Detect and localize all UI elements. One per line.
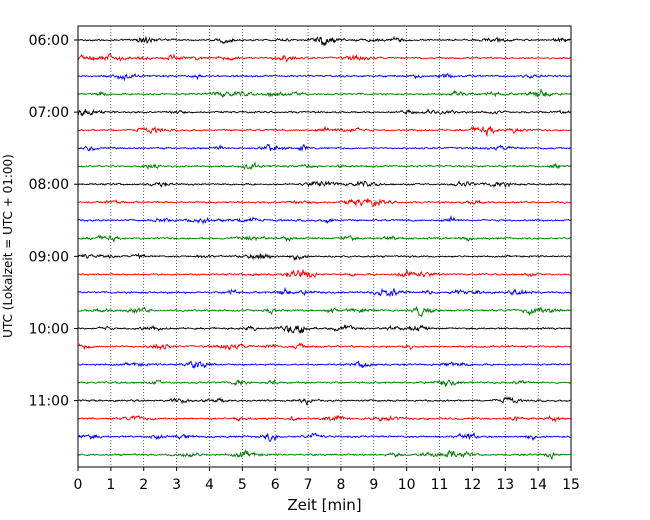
x-tick-label: 2	[139, 477, 148, 493]
trace-line	[77, 305, 572, 318]
trace-line	[77, 143, 572, 152]
trace-line	[77, 286, 572, 297]
x-tick-label: 10	[398, 477, 416, 493]
trace-line	[77, 252, 572, 262]
y-axis-ticks: 06:00 07:00 08:00 09:00 10:00 11:00	[29, 33, 78, 410]
x-tick-label: 1	[106, 477, 115, 493]
y-tick-label: 07:00	[29, 105, 69, 121]
trace-line	[77, 180, 572, 189]
y-tick-label: 09:00	[29, 249, 69, 265]
trace-line	[77, 378, 572, 388]
trace-line	[77, 53, 572, 63]
y-tick-label: 08:00	[29, 177, 69, 193]
x-tick-label: 5	[238, 477, 247, 493]
trace-line	[77, 215, 572, 225]
x-tick-label: 0	[74, 477, 83, 493]
plot-frame	[77, 25, 572, 468]
trace-line	[77, 342, 572, 351]
trace-line	[77, 234, 572, 243]
trace-line	[77, 360, 572, 369]
y-tick-label: 10:00	[29, 321, 69, 337]
x-tick-label: 15	[562, 477, 580, 493]
x-axis-label: Zeit [min]	[287, 496, 361, 514]
trace-line	[77, 197, 572, 207]
trace-line	[77, 35, 572, 47]
x-tick-label: 12	[463, 477, 481, 493]
x-tick-label: 11	[431, 477, 449, 493]
trace-line	[77, 432, 572, 443]
x-tick-label: 13	[496, 477, 514, 493]
x-tick-label: 14	[529, 477, 547, 493]
y-tick-label: 11:00	[29, 394, 69, 410]
trace-line	[77, 161, 572, 171]
trace-line	[77, 72, 572, 82]
trace-line	[77, 395, 572, 407]
x-tick-label: 4	[205, 477, 214, 493]
x-axis-ticks: 0 1 2 3 4 5 6 7 8 9 10 11 12 13 14 15	[74, 467, 580, 493]
trace-line	[77, 448, 572, 461]
y-tick-label: 06:00	[29, 33, 69, 49]
trace-line	[77, 414, 572, 423]
trace-line	[77, 125, 572, 137]
x-tick-label: 7	[304, 477, 313, 493]
x-tick-label: 8	[336, 477, 345, 493]
y-axis-label: UTC (Lokalzeit = UTC + 01:00)	[1, 154, 15, 338]
x-tick-label: 3	[172, 477, 181, 493]
trace-line	[77, 324, 572, 334]
x-tick-label: 9	[369, 477, 378, 493]
trace-line	[77, 269, 572, 279]
x-tick-label: 6	[271, 477, 280, 493]
seismic-traces	[77, 35, 572, 461]
trace-line	[77, 89, 572, 98]
trace-line	[77, 108, 572, 117]
